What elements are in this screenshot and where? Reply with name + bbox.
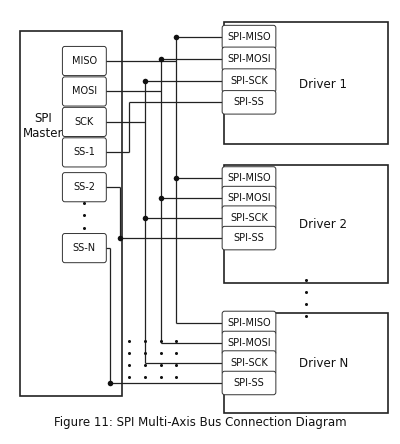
Text: SPI-MISO: SPI-MISO (227, 174, 271, 183)
FancyBboxPatch shape (62, 77, 106, 106)
Text: SPI-SCK: SPI-SCK (230, 357, 268, 368)
Text: SPI-MISO: SPI-MISO (227, 32, 271, 42)
Text: MOSI: MOSI (72, 87, 97, 96)
FancyBboxPatch shape (222, 331, 276, 355)
FancyBboxPatch shape (222, 351, 276, 374)
FancyBboxPatch shape (62, 47, 106, 75)
Text: SPI-MOSI: SPI-MOSI (227, 338, 271, 348)
Text: SS-1: SS-1 (74, 147, 95, 157)
FancyBboxPatch shape (224, 313, 388, 413)
Text: SPI-SCK: SPI-SCK (230, 75, 268, 86)
Text: SPI-MOSI: SPI-MOSI (227, 54, 271, 64)
FancyBboxPatch shape (222, 371, 276, 395)
Text: Driver 2: Driver 2 (300, 218, 348, 231)
FancyBboxPatch shape (62, 138, 106, 167)
FancyBboxPatch shape (222, 226, 276, 250)
FancyBboxPatch shape (62, 107, 106, 136)
Text: Figure 11: SPI Multi-Axis Bus Connection Diagram: Figure 11: SPI Multi-Axis Bus Connection… (54, 416, 346, 429)
Text: Driver 1: Driver 1 (300, 79, 348, 91)
Text: SPI-SCK: SPI-SCK (230, 213, 268, 222)
Text: SS-2: SS-2 (73, 182, 95, 192)
Text: SPI-SS: SPI-SS (234, 378, 264, 388)
FancyBboxPatch shape (222, 25, 276, 49)
Text: SPI-MOSI: SPI-MOSI (227, 193, 271, 203)
FancyBboxPatch shape (222, 186, 276, 210)
FancyBboxPatch shape (222, 91, 276, 114)
Text: MISO: MISO (72, 56, 97, 66)
Text: SPI
Master: SPI Master (23, 112, 64, 140)
Text: Driver N: Driver N (299, 357, 348, 370)
FancyBboxPatch shape (62, 173, 106, 202)
Text: SCK: SCK (75, 117, 94, 127)
FancyBboxPatch shape (224, 22, 388, 144)
Text: SPI-SS: SPI-SS (234, 233, 264, 243)
Text: SPI-SS: SPI-SS (234, 97, 264, 107)
FancyBboxPatch shape (222, 167, 276, 190)
FancyBboxPatch shape (62, 234, 106, 263)
FancyBboxPatch shape (224, 166, 388, 283)
Text: SS-N: SS-N (73, 243, 96, 253)
Text: SPI-MISO: SPI-MISO (227, 318, 271, 328)
FancyBboxPatch shape (222, 47, 276, 71)
FancyBboxPatch shape (20, 31, 122, 396)
FancyBboxPatch shape (222, 206, 276, 230)
FancyBboxPatch shape (222, 69, 276, 92)
FancyBboxPatch shape (222, 311, 276, 335)
